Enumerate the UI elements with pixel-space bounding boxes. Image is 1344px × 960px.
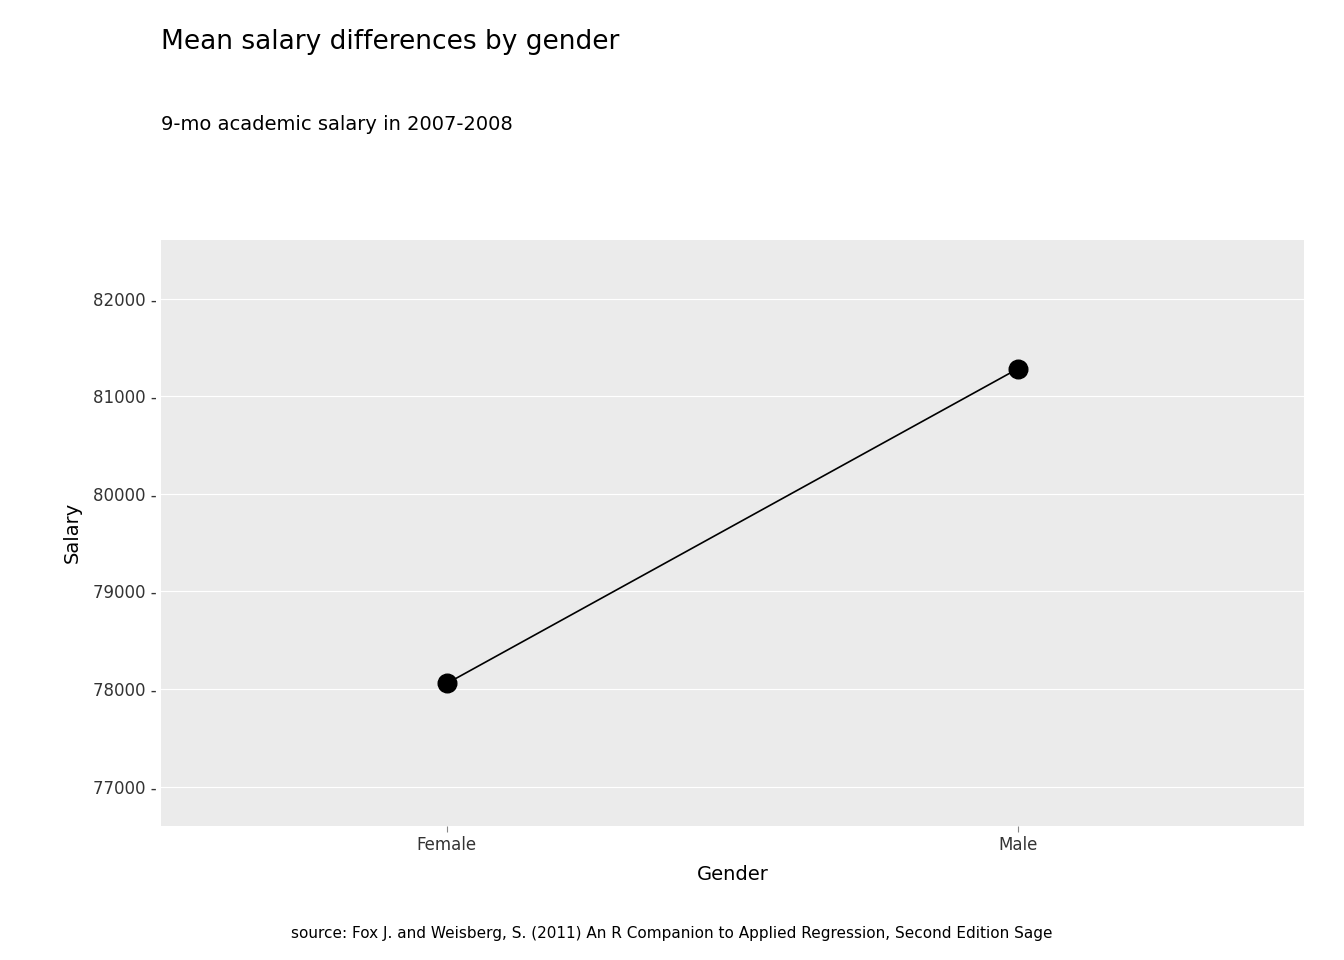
Point [435, 676, 457, 691]
X-axis label: Gender: Gender [696, 865, 769, 884]
Text: Mean salary differences by gender: Mean salary differences by gender [161, 29, 620, 55]
Y-axis label: Salary: Salary [63, 502, 82, 564]
Text: source: Fox J. and Weisberg, S. (2011) An R Companion to Applied Regression, Sec: source: Fox J. and Weisberg, S. (2011) A… [292, 925, 1052, 941]
Point [1008, 361, 1030, 376]
Text: 9-mo academic salary in 2007-2008: 9-mo academic salary in 2007-2008 [161, 115, 513, 134]
